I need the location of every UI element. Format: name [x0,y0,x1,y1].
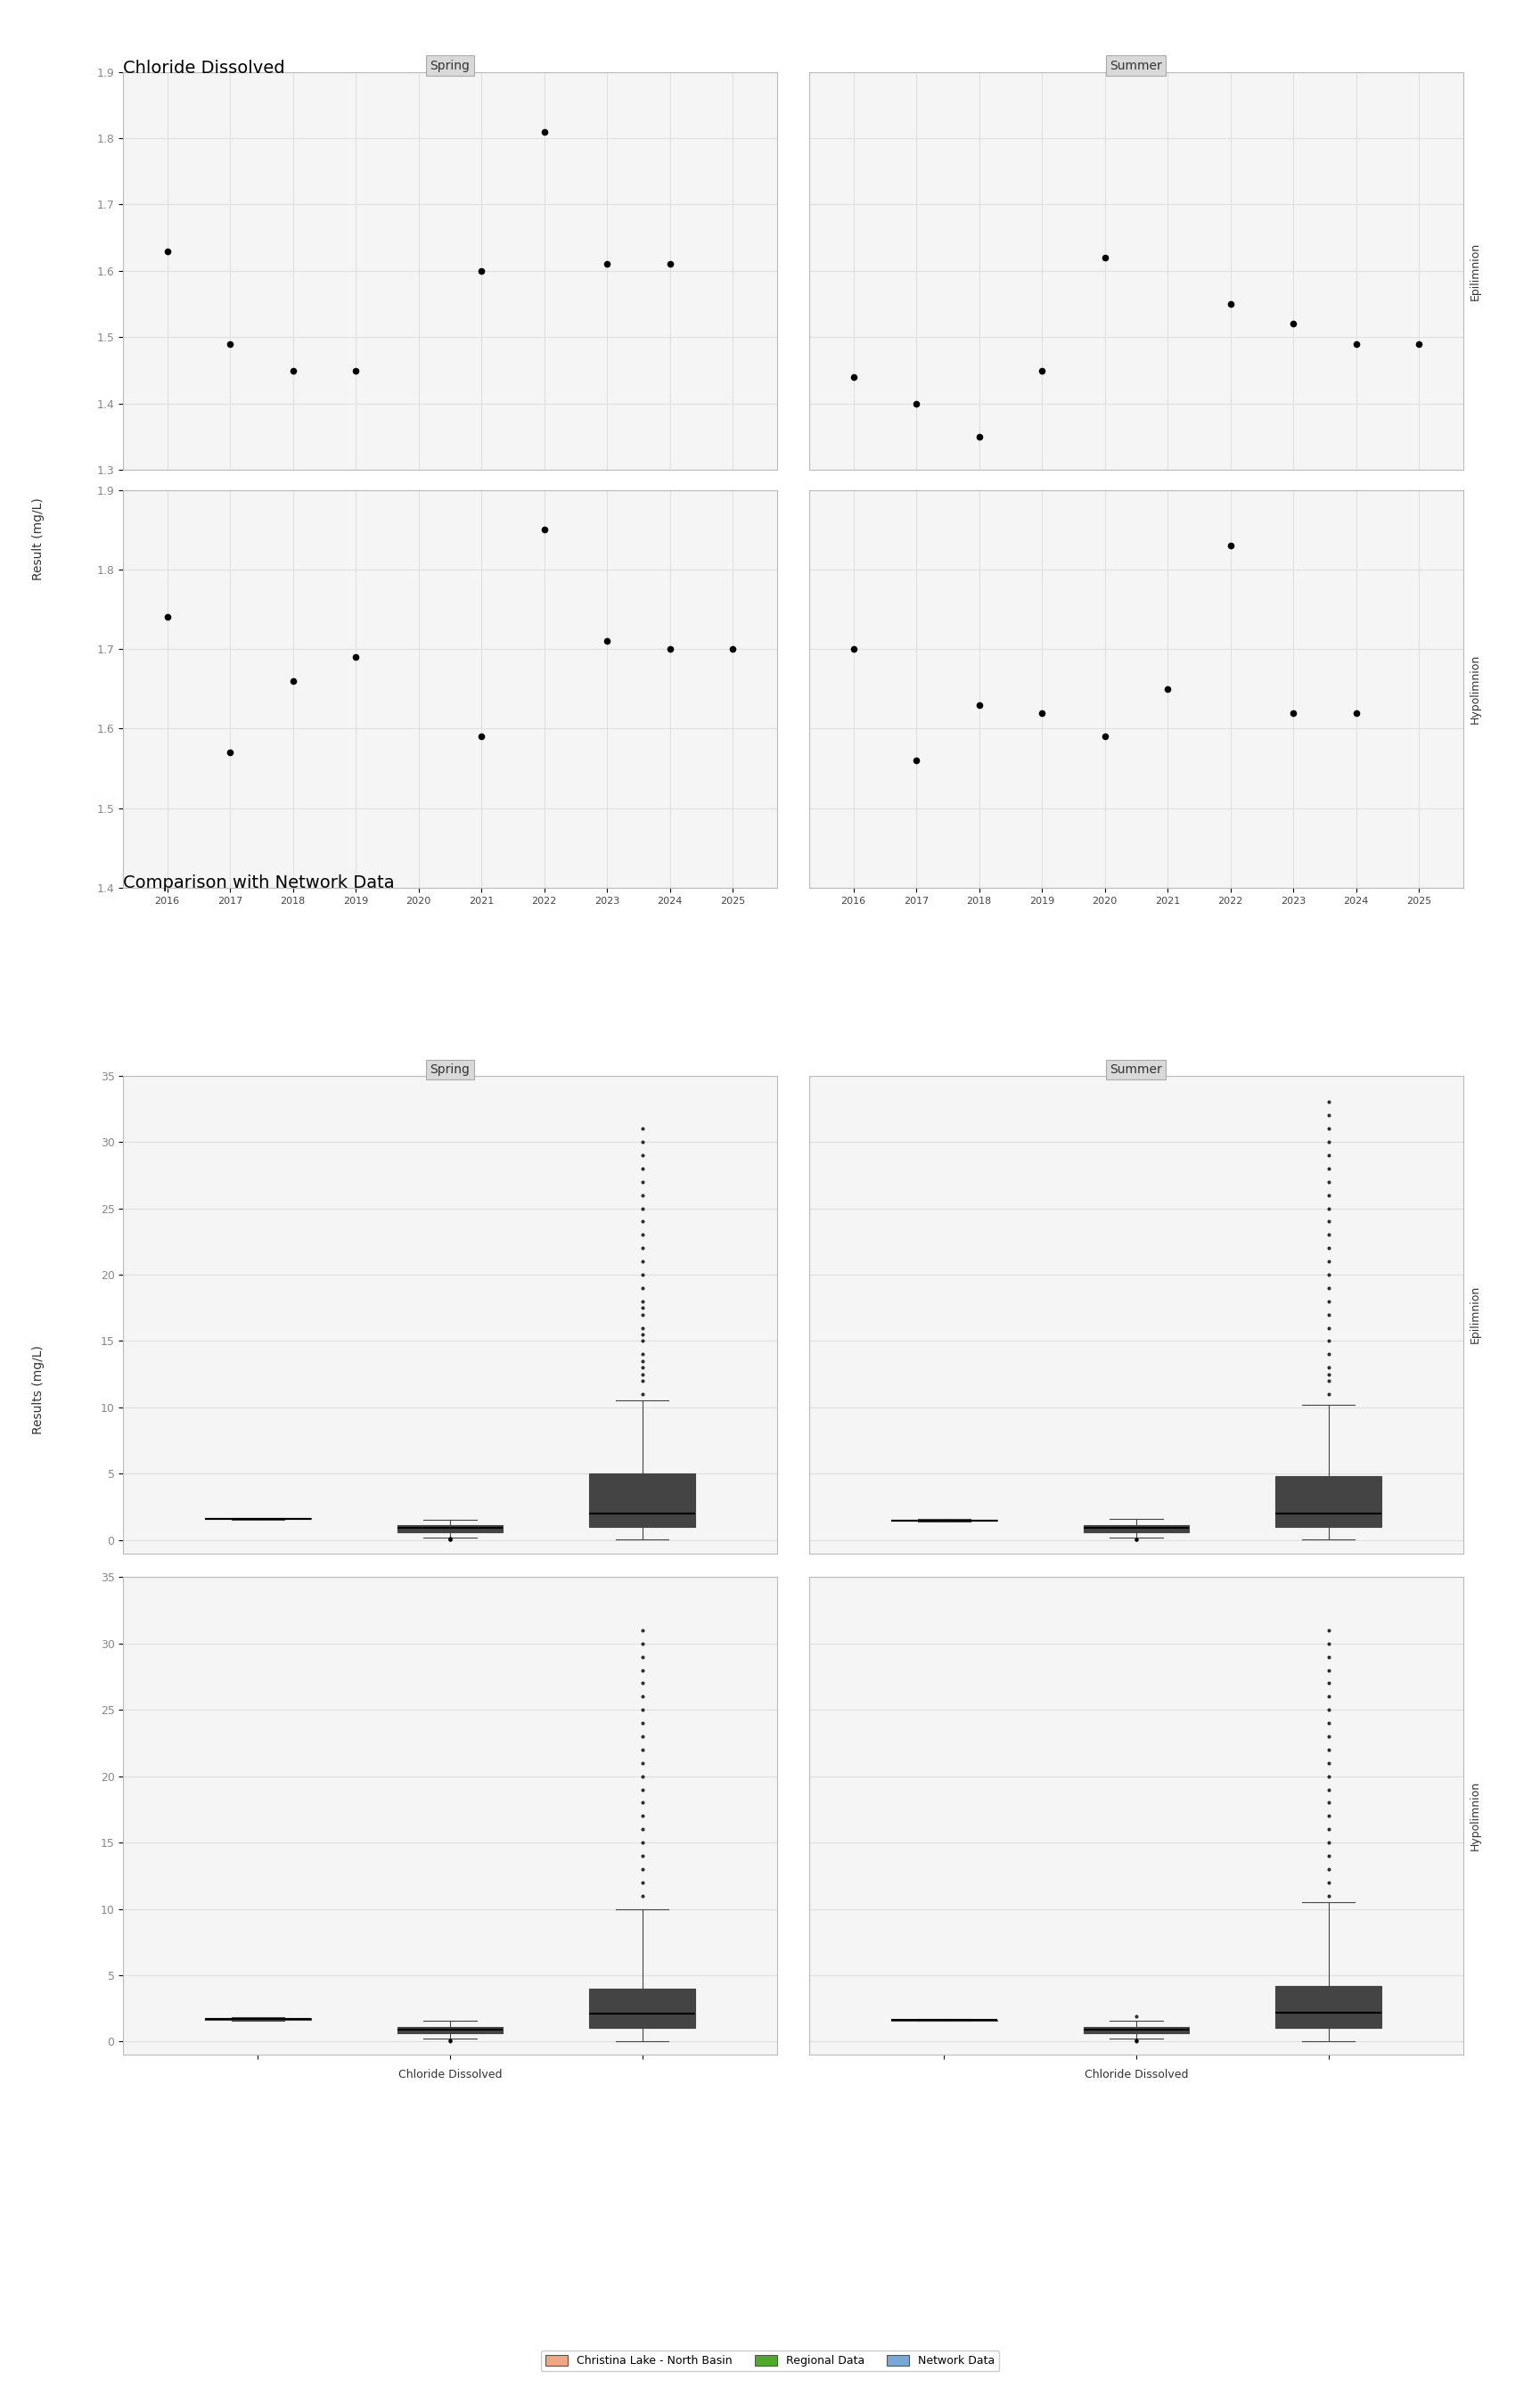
PathPatch shape [590,1474,695,1526]
Text: Chloride Dissolved: Chloride Dissolved [123,60,285,77]
Title: Spring: Spring [430,60,470,72]
Legend: Christina Lake - North Basin, Regional Data, Network Data: Christina Lake - North Basin, Regional D… [541,2350,999,2372]
Point [343,637,368,676]
Point [904,383,929,422]
Y-axis label: Epilimnion: Epilimnion [1469,1284,1481,1344]
Point [1218,285,1243,323]
Title: Summer: Summer [1110,60,1163,72]
Point [343,352,368,391]
PathPatch shape [1275,1476,1381,1526]
Y-axis label: Epilimnion: Epilimnion [1469,242,1481,300]
PathPatch shape [1275,1986,1381,2029]
Point [841,630,865,668]
Point [217,733,242,772]
PathPatch shape [590,1989,695,2029]
Point [156,599,180,637]
Point [1092,716,1117,755]
PathPatch shape [397,2027,504,2034]
Point [1344,692,1369,731]
X-axis label: Chloride Dissolved: Chloride Dissolved [1084,2068,1189,2080]
Point [841,357,865,395]
Point [280,661,305,700]
Point [594,244,619,283]
Title: Summer: Summer [1110,1064,1163,1076]
Point [904,740,929,779]
Point [967,417,992,455]
Point [1406,326,1431,364]
Point [1281,304,1306,343]
Point [217,326,242,364]
PathPatch shape [1083,2027,1189,2034]
Point [1281,692,1306,731]
Y-axis label: Hypolimnion: Hypolimnion [1469,1780,1481,1850]
Text: Comparison with Network Data: Comparison with Network Data [123,875,394,891]
X-axis label: Chloride Dissolved: Chloride Dissolved [397,2068,502,2080]
Point [658,244,682,283]
Point [1030,692,1055,731]
Point [280,352,305,391]
Point [658,630,682,668]
Title: Spring: Spring [430,1064,470,1076]
Point [1218,527,1243,565]
Point [470,252,494,290]
Point [470,716,494,755]
Point [967,685,992,724]
Point [1092,240,1117,278]
Text: Results (mg/L): Results (mg/L) [32,1344,45,1435]
Point [531,510,556,549]
Point [1155,671,1180,709]
PathPatch shape [1083,1526,1189,1531]
Point [1030,352,1055,391]
Point [594,623,619,661]
Point [156,232,180,271]
Point [1344,326,1369,364]
PathPatch shape [397,1526,504,1531]
Point [531,113,556,151]
Text: Result (mg/L): Result (mg/L) [32,498,45,580]
Y-axis label: Hypolimnion: Hypolimnion [1469,654,1481,724]
Point [721,630,745,668]
